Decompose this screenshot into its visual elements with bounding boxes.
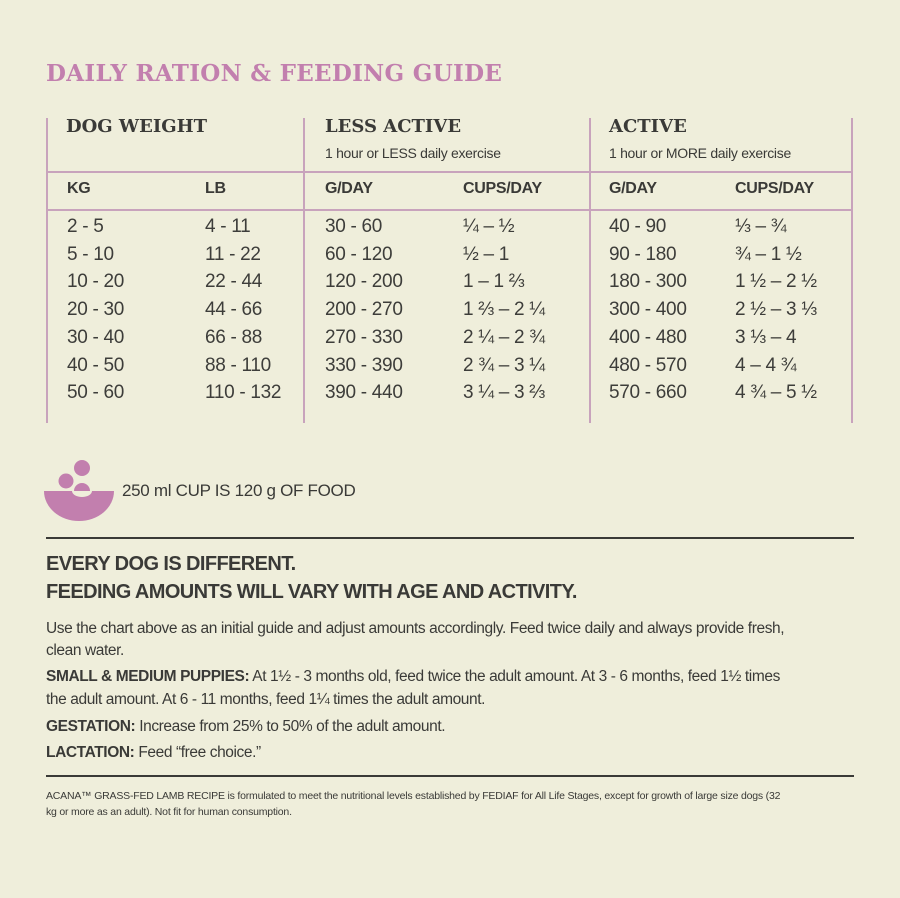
column-header-kg: KG (67, 180, 91, 197)
puppies-text: SMALL & MEDIUM PUPPIES: At 1½ - 3 months… (46, 668, 780, 686)
cell-gday-active: 90 - 180 (609, 243, 677, 265)
cell-gday-active: 40 - 90 (609, 216, 667, 237)
cell-cups-less: ¼ – ½ (463, 216, 515, 237)
cell-lb: 11 - 22 (205, 243, 261, 265)
cell-lb: 88 - 110 (205, 354, 271, 376)
table-divider (46, 118, 48, 423)
food-bowl-icon (44, 460, 114, 521)
cell-kg: 2 - 5 (67, 216, 104, 237)
cell-cups-active: 1 ½ – 2 ½ (735, 271, 817, 293)
gestation-body: Increase from 25% to 50% of the adult am… (135, 718, 446, 735)
intro-text: clean water. (46, 642, 124, 659)
gestation-text: GESTATION: Increase from 25% to 50% of t… (46, 718, 446, 736)
column-header-cups-active: CUPS/DAY (735, 180, 814, 197)
table-divider (303, 118, 305, 423)
cell-lb: 22 - 44 (205, 271, 263, 293)
cell-cups-active: 4 ¾ – 5 ½ (735, 382, 817, 404)
cell-cups-active: ¾ – 1 ½ (735, 243, 802, 265)
cell-lb: 110 - 132 (205, 382, 282, 404)
cell-gday-active: 400 - 480 (609, 326, 687, 348)
cell-cups-active: 3 ⅓ – 4 (735, 326, 797, 348)
footnote: ACANA™ GRASS-FED LAMB RECIPE is formulat… (46, 790, 781, 802)
puppies-text-1: At 1½ - 3 months old, feed twice the adu… (249, 668, 780, 685)
puppies-text-2: the adult amount. At 6 - 11 months, feed… (46, 691, 486, 708)
footnote: kg or more as an adult). Not fit for hum… (46, 806, 292, 818)
group-header-active: ACTIVE (609, 116, 687, 137)
cell-kg: 50 - 60 (67, 382, 125, 404)
cell-gday-less: 330 - 390 (325, 354, 403, 376)
cell-gday-less: 200 - 270 (325, 299, 403, 321)
group-subtitle-less-active: 1 hour or LESS daily exercise (325, 145, 501, 161)
table-divider (851, 118, 853, 423)
cell-gday-active: 480 - 570 (609, 354, 687, 376)
cell-kg: 30 - 40 (67, 326, 125, 348)
lactation-text: LACTATION: Feed “free choice.” (46, 744, 261, 762)
intro-text: Use the chart above as an initial guide … (46, 620, 785, 637)
cell-cups-less: 2 ¼ – 2 ¾ (463, 326, 545, 348)
cell-cups-less: 1 ⅔ – 2 ¼ (463, 299, 545, 321)
page-title: DAILY RATION & FEEDING GUIDE (46, 60, 503, 87)
cell-cups-active: 4 – 4 ¾ (735, 354, 797, 376)
gestation-label: GESTATION: (46, 718, 136, 735)
cell-lb: 44 - 66 (205, 299, 263, 321)
cell-kg: 5 - 10 (67, 243, 114, 265)
cell-cups-less: 3 ¼ – 3 ⅔ (463, 382, 545, 404)
table-divider (589, 118, 591, 423)
group-header-less-active: LESS ACTIVE (325, 116, 462, 137)
cell-gday-active: 300 - 400 (609, 299, 687, 321)
cell-gday-active: 180 - 300 (609, 271, 687, 293)
column-header-lb: LB (205, 180, 226, 197)
cell-kg: 40 - 50 (67, 354, 125, 376)
cell-lb: 66 - 88 (205, 326, 263, 348)
cell-kg: 10 - 20 (67, 271, 125, 293)
cell-cups-less: 2 ¾ – 3 ¼ (463, 354, 545, 376)
lactation-label: LACTATION: (46, 744, 135, 761)
table-divider (46, 209, 852, 211)
headline-line-1: EVERY DOG IS DIFFERENT. (46, 553, 296, 575)
table-divider (46, 171, 852, 173)
group-subtitle-active: 1 hour or MORE daily exercise (609, 145, 791, 161)
cell-gday-less: 390 - 440 (325, 382, 403, 404)
group-header-dog-weight: DOG WEIGHT (66, 116, 208, 137)
divider (46, 775, 854, 777)
cell-gday-less: 30 - 60 (325, 216, 383, 237)
column-header-gday-active: G/DAY (609, 180, 657, 197)
cup-note-text: 250 ml CUP IS 120 g OF FOOD (122, 481, 356, 500)
cell-gday-active: 570 - 660 (609, 382, 687, 404)
cell-cups-less: ½ – 1 (463, 243, 510, 265)
cell-cups-active: ⅓ – ¾ (735, 216, 787, 237)
cell-gday-less: 120 - 200 (325, 271, 403, 293)
cell-cups-less: 1 – 1 ⅔ (463, 271, 525, 293)
cell-gday-less: 270 - 330 (325, 326, 403, 348)
cell-lb: 4 - 11 (205, 216, 251, 237)
puppies-label: SMALL & MEDIUM PUPPIES: (46, 668, 250, 685)
column-header-gday-less: G/DAY (325, 180, 373, 197)
lactation-body: Feed “free choice.” (134, 744, 261, 761)
cell-gday-less: 60 - 120 (325, 243, 393, 265)
headline-line-2: FEEDING AMOUNTS WILL VARY WITH AGE AND A… (46, 581, 577, 603)
cell-cups-active: 2 ½ – 3 ⅓ (735, 299, 817, 321)
column-header-cups-less: CUPS/DAY (463, 180, 542, 197)
divider (46, 537, 854, 539)
cell-kg: 20 - 30 (67, 299, 125, 321)
